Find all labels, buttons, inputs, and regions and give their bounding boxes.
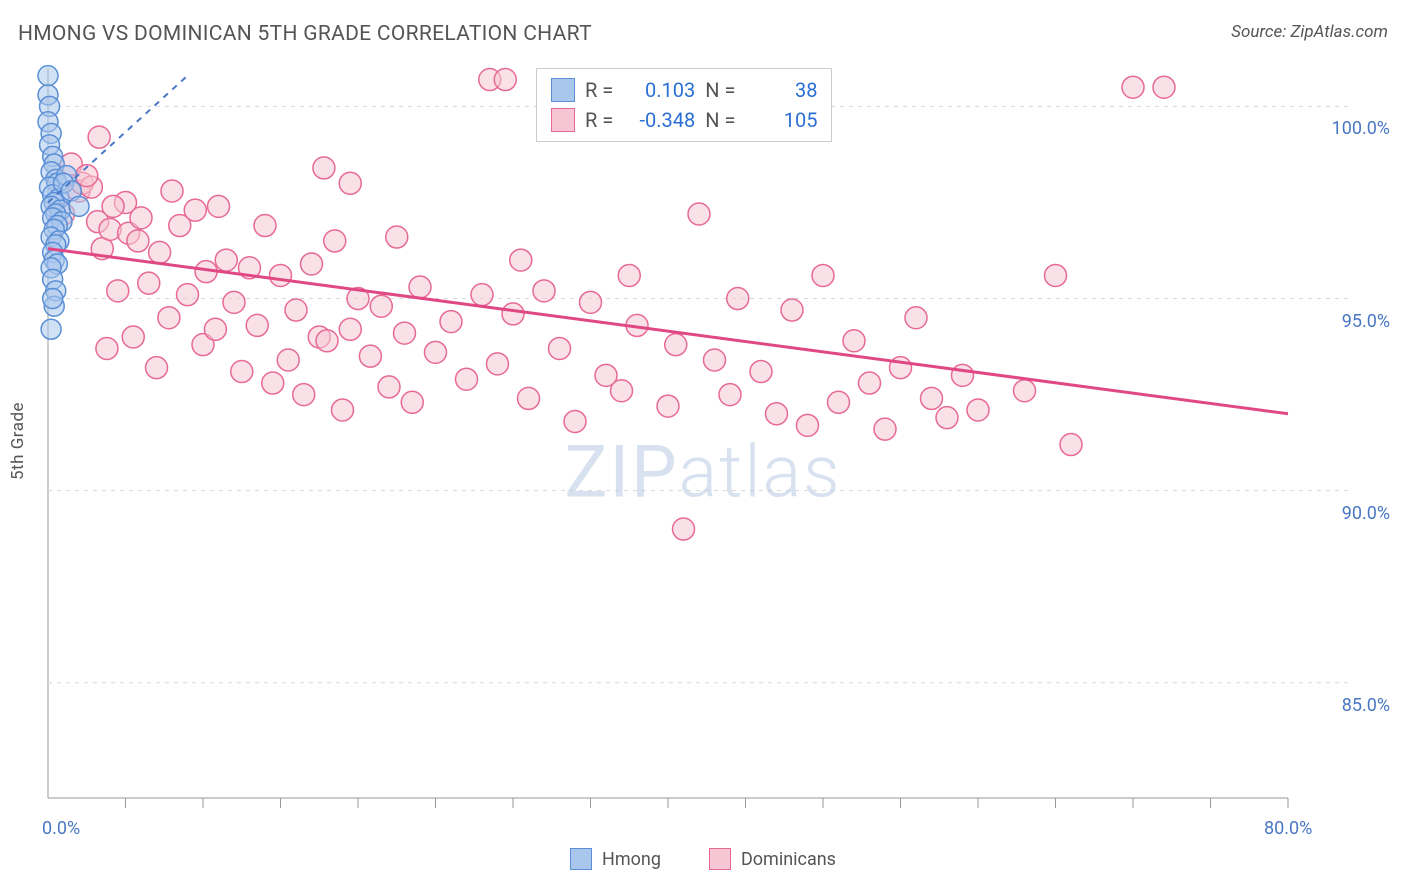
source-attribution: Source: ZipAtlas.com — [1231, 22, 1388, 42]
x-axis-end-label: 0.0% — [42, 818, 80, 839]
legend-swatch — [709, 848, 731, 870]
stats-row: R =-0.348 N =105 — [551, 105, 817, 135]
scatter-plot — [0, 60, 1406, 892]
legend-label: Hmong — [602, 849, 661, 870]
y-tick-label: 90.0% — [1310, 503, 1390, 524]
correlation-stats-box: R =0.103 N =38R =-0.348 N =105 — [536, 68, 832, 142]
y-tick-label: 95.0% — [1310, 311, 1390, 332]
legend-item: Hmong — [570, 848, 661, 870]
legend-swatch — [551, 108, 575, 132]
x-axis-end-label: 80.0% — [1264, 818, 1312, 839]
legend-item: Dominicans — [709, 848, 836, 870]
legend-swatch — [551, 78, 575, 102]
legend: Hmong Dominicans — [0, 848, 1406, 870]
y-tick-label: 85.0% — [1310, 695, 1390, 716]
chart-area: 5th Grade ZIPatlas R =0.103 N =38R =-0.3… — [0, 60, 1406, 892]
stats-row: R =0.103 N =38 — [551, 75, 817, 105]
y-tick-label: 100.0% — [1310, 118, 1390, 139]
chart-title: HMONG VS DOMINICAN 5TH GRADE CORRELATION… — [18, 22, 592, 46]
y-axis-label: 5th Grade — [8, 402, 28, 480]
legend-label: Dominicans — [741, 849, 836, 870]
legend-swatch — [570, 848, 592, 870]
